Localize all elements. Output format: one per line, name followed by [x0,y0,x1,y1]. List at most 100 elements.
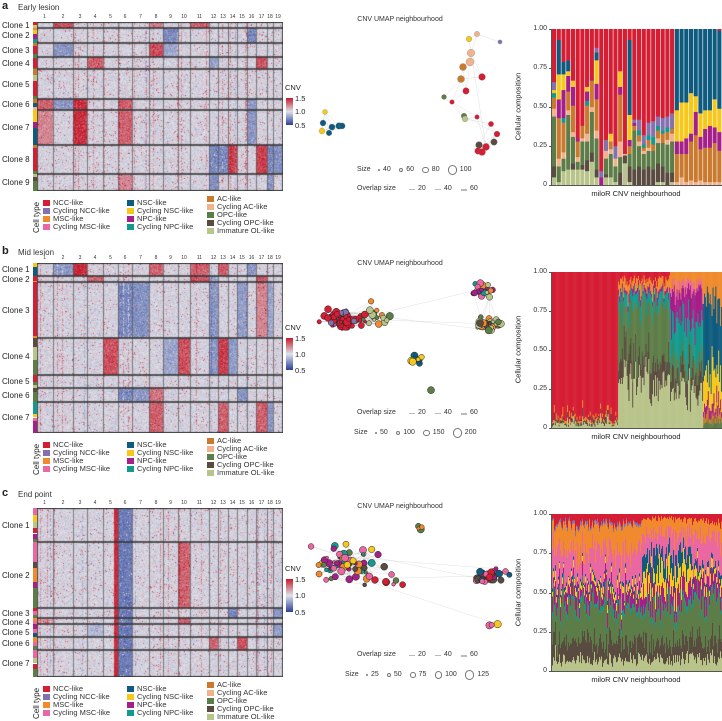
legend-swatch-npc [127,458,134,464]
bar-segment-cac [703,182,707,185]
umap-node [368,299,374,305]
bar-segment-cnsc [628,115,632,140]
bar-segment-ncc [595,29,599,48]
bar-segment-cnpc [665,127,669,132]
clone-label: Clone 3 [2,306,30,315]
umap-node [485,282,490,287]
clone-label: Clone 6 [2,639,30,648]
composition-bar [580,29,584,185]
bar-segment-copc [580,165,584,170]
umap-plot [300,20,520,170]
legend-swatch-ol [207,714,214,720]
legend-swatch-ac [207,438,214,444]
bar-segment-opc [585,141,589,160]
legend-swatch-cac [207,446,214,452]
bar-segment-cnpc [651,137,655,145]
bar-segment-nsc [561,62,565,75]
bar-ytick [549,632,551,633]
chromosome-label: 3 [79,500,82,506]
umap-node [382,578,389,585]
legend-label: Cycling MSC-like [53,223,110,231]
bar-segment-cncc [604,140,608,151]
bar-segment-ac [552,98,556,109]
bar-segment-cac [684,182,688,185]
clone-label: Clone 1 [2,21,30,30]
legend-label: Immature OL-like [217,227,275,235]
bar-segment-cnpc [637,130,641,135]
legend-swatch-copc [207,220,214,226]
overlap-legend-label: Overlap size [357,185,396,192]
bar-segment-ol [566,169,570,185]
overlap-legend-value: 60 [470,409,478,416]
chromosome-label: 17 [259,14,265,20]
bar-segment-ac [717,151,721,182]
bar-ytick [549,553,551,554]
bar-segment-cac [656,138,660,143]
chromosome-label: 19 [275,255,281,261]
chromosome-label: 15 [239,500,245,506]
overlap-legend-label: Overlap size [357,651,396,658]
stacked-bar-plot [552,29,722,185]
bar-segment-copc [590,152,594,162]
bar-segment-cncc [613,146,617,159]
umap-node [375,321,382,328]
umap-node [366,307,373,314]
bar-segment-ol [580,169,584,185]
chromosome-label: 11 [197,500,202,506]
bar-segment-ncc [552,29,556,82]
bar-ytick [549,389,551,390]
bar-segment-cac [713,182,717,185]
bar-segment-npc [561,90,565,118]
umap-node [384,318,389,323]
clone-label: Clone 5 [2,377,30,386]
bar-ytick-label: 1.00 [517,510,547,517]
clone-label: Clone 2 [2,275,30,284]
bar-ytick [549,593,551,594]
umap-node [494,567,498,571]
chromosome-label: 15 [239,14,245,20]
bar-segment-cncc [632,119,636,122]
bar-segment-ncc [580,29,584,126]
chromosome-label: 9 [169,500,172,506]
clone-label: Clone 4 [2,352,30,361]
bar-segment-npc [590,79,594,81]
umap-node [467,49,475,57]
bar-segment-nsc [708,29,712,110]
cnv-legend-title: CNV [285,323,301,332]
bar-segment-ac [661,134,665,144]
bar-segment-ncc [604,29,608,140]
legend-swatch-ncc [43,442,50,448]
overlap-legend-value: 40 [444,185,452,192]
legend-swatch-msc [43,216,50,222]
bar-ytick-label: 0 [517,667,547,674]
bar-segment-cnsc [698,113,702,137]
bar-segment-nsc [694,29,698,96]
bar-segment-cnsc [566,71,570,76]
overlap-legend-value: 20 [418,409,426,416]
bar-segment-npc [694,112,698,136]
umap-node [321,562,326,567]
legend-swatch-cnsc [127,208,134,214]
umap-plot [300,265,520,410]
bar-segment-copc [646,166,650,185]
umap-edge [471,53,486,147]
umap-node [334,311,340,317]
bar-segment-opc [632,130,636,169]
bar-segment-opc [665,144,669,172]
chromosome-label: 13 [220,14,226,20]
bar-segment-ac [670,129,674,134]
chromosome-label: 3 [79,255,82,261]
size-legend-circle [465,670,474,679]
panel-letter: c [2,487,8,499]
cnv-heatmap [37,508,283,677]
umap-node [341,554,348,561]
legend-swatch-cncc [43,694,50,700]
size-legend-circle [448,165,457,174]
bar-segment-cnsc [717,109,721,133]
chromosome-label: 2 [62,500,65,506]
bar-ytick [549,272,551,273]
size-legend-circle [453,428,462,437]
umap-node [361,317,365,321]
umap-node [393,578,399,584]
umap-node [324,577,329,582]
